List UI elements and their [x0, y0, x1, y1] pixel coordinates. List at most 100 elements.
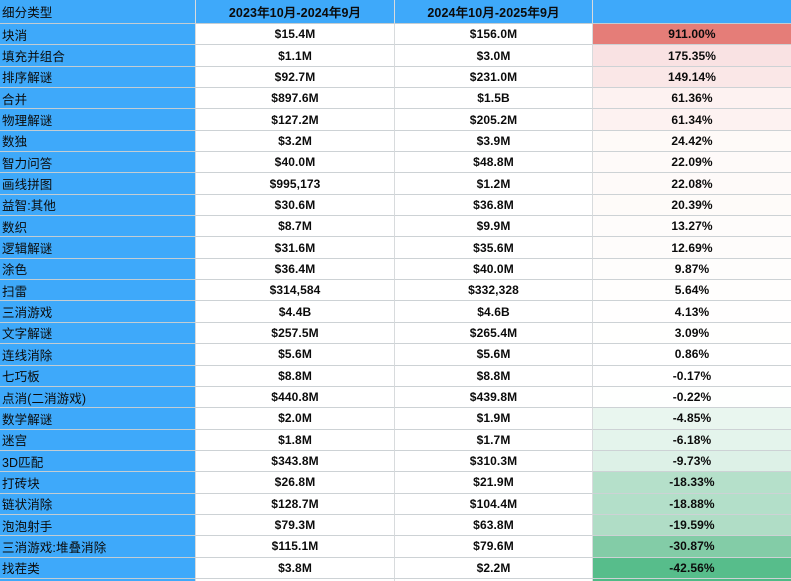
- period-1-value: $3.8M: [196, 557, 395, 579]
- period-2-value: [395, 578, 593, 581]
- period-1-value: $128.7M: [196, 493, 395, 515]
- delta-percent: 24.42%: [593, 130, 791, 153]
- period-1-value: $5.6M: [196, 344, 395, 366]
- period-1-value: $897.6M: [196, 88, 395, 110]
- period-1-value: $2.0M: [196, 408, 395, 430]
- delta-percent: -4.85%: [593, 408, 791, 430]
- table-row: 三消游戏 $4.4B $4.6B 4.13%: [0, 301, 791, 323]
- period-2-value: $40.0M: [395, 258, 593, 281]
- period-2-value: $104.4M: [395, 493, 593, 515]
- row-category-label: [0, 578, 196, 581]
- period-1-value: $31.6M: [196, 237, 395, 259]
- delta-percent: 911.00%: [593, 24, 791, 46]
- row-category-label: 数独: [0, 130, 196, 153]
- delta-percent: -30.87%: [593, 536, 791, 558]
- table-row: 七巧板 $8.8M $8.8M -0.17%: [0, 365, 791, 387]
- period-1-value: $314,584: [196, 280, 395, 302]
- row-category-label: 3D匹配: [0, 450, 196, 473]
- period-1-value: $40.0M: [196, 152, 395, 174]
- table-row: 3D匹配 $343.8M $310.3M -9.73%: [0, 450, 791, 473]
- period-2-value: $48.8M: [395, 152, 593, 174]
- column-header-category: 细分类型: [0, 0, 196, 24]
- delta-percent: -9.73%: [593, 450, 791, 473]
- row-category-label: 链状消除: [0, 493, 196, 515]
- row-category-label: 益智:其他: [0, 194, 196, 217]
- row-category-label: 排序解谜: [0, 66, 196, 89]
- period-2-value: $1.7M: [395, 429, 593, 451]
- period-1-value: $79.3M: [196, 514, 395, 537]
- period-2-value: $205.2M: [395, 109, 593, 131]
- period-1-value: $440.8M: [196, 386, 395, 409]
- row-category-label: 画线拼图: [0, 173, 196, 195]
- column-header-period-1: 2023年10月-2024年9月: [196, 0, 395, 24]
- period-1-value: $4.4B: [196, 301, 395, 323]
- row-category-label: 块消: [0, 24, 196, 46]
- row-category-label: 逻辑解谜: [0, 237, 196, 259]
- table-row: 填充并组合 $1.1M $3.0M 175.35%: [0, 45, 791, 67]
- table-row: 泡泡射手 $79.3M $63.8M -19.59%: [0, 514, 791, 537]
- table-row: 块消 $15.4M $156.0M 911.00%: [0, 24, 791, 46]
- table-row: 涂色 $36.4M $40.0M 9.87%: [0, 258, 791, 281]
- period-2-value: $3.9M: [395, 130, 593, 153]
- delta-percent: 149.14%: [593, 66, 791, 89]
- table-row: 排序解谜 $92.7M $231.0M 149.14%: [0, 66, 791, 89]
- table-row: 合并 $897.6M $1.5B 61.36%: [0, 88, 791, 110]
- period-2-value: $439.8M: [395, 386, 593, 409]
- delta-percent: 20.39%: [593, 194, 791, 217]
- period-2-value: $156.0M: [395, 24, 593, 46]
- period-2-value: $63.8M: [395, 514, 593, 537]
- period-2-value: $310.3M: [395, 450, 593, 473]
- row-category-label: 物理解谜: [0, 109, 196, 131]
- row-category-label: 点消(二消游戏): [0, 386, 196, 409]
- period-2-value: $3.0M: [395, 45, 593, 67]
- table-row: 点消(二消游戏) $440.8M $439.8M -0.22%: [0, 386, 791, 409]
- period-2-value: $5.6M: [395, 344, 593, 366]
- column-header-period-2: 2024年10月-2025年9月: [395, 0, 593, 24]
- table-row: 逻辑解谜 $31.6M $35.6M 12.69%: [0, 237, 791, 259]
- period-1-value: $115.1M: [196, 536, 395, 558]
- period-2-value: $4.6B: [395, 301, 593, 323]
- table-row: 数独 $3.2M $3.9M 24.42%: [0, 130, 791, 153]
- period-2-value: $35.6M: [395, 237, 593, 259]
- period-2-value: $8.8M: [395, 365, 593, 387]
- delta-percent: -0.22%: [593, 386, 791, 409]
- table-row-partial: [0, 578, 791, 581]
- delta-percent: 4.13%: [593, 301, 791, 323]
- period-2-value: $265.4M: [395, 322, 593, 345]
- table-row: 文字解谜 $257.5M $265.4M 3.09%: [0, 322, 791, 345]
- delta-percent: 9.87%: [593, 258, 791, 281]
- period-1-value: $127.2M: [196, 109, 395, 131]
- period-2-value: $1.2M: [395, 173, 593, 195]
- period-2-value: $9.9M: [395, 216, 593, 238]
- table-header-row: 细分类型 2023年10月-2024年9月 2024年10月-2025年9月: [0, 0, 791, 24]
- delta-percent: 12.69%: [593, 237, 791, 259]
- row-category-label: 数学解谜: [0, 408, 196, 430]
- table-row: 益智:其他 $30.6M $36.8M 20.39%: [0, 194, 791, 217]
- period-2-value: $1.9M: [395, 408, 593, 430]
- period-1-value: $257.5M: [196, 322, 395, 345]
- delta-percent: -6.18%: [593, 429, 791, 451]
- period-2-value: $79.6M: [395, 536, 593, 558]
- period-1-value: $8.8M: [196, 365, 395, 387]
- row-category-label: 找茬类: [0, 557, 196, 579]
- period-1-value: $36.4M: [196, 258, 395, 281]
- delta-percent: 13.27%: [593, 216, 791, 238]
- delta-percent: 61.36%: [593, 88, 791, 110]
- row-category-label: 连线消除: [0, 344, 196, 366]
- period-1-value: $343.8M: [196, 450, 395, 473]
- delta-percent: -18.88%: [593, 493, 791, 515]
- delta-percent: -0.17%: [593, 365, 791, 387]
- table-row: 画线拼图 $995,173 $1.2M 22.08%: [0, 173, 791, 195]
- period-1-value: $15.4M: [196, 24, 395, 46]
- period-1-value: $30.6M: [196, 194, 395, 217]
- row-category-label: 扫雷: [0, 280, 196, 302]
- row-category-label: 合并: [0, 88, 196, 110]
- period-1-value: $92.7M: [196, 66, 395, 89]
- delta-percent: -19.59%: [593, 514, 791, 537]
- period-2-value: $2.2M: [395, 557, 593, 579]
- delta-percent: 22.09%: [593, 152, 791, 174]
- delta-percent: 175.35%: [593, 45, 791, 67]
- delta-percent: 22.08%: [593, 173, 791, 195]
- period-1-value: $1.1M: [196, 45, 395, 67]
